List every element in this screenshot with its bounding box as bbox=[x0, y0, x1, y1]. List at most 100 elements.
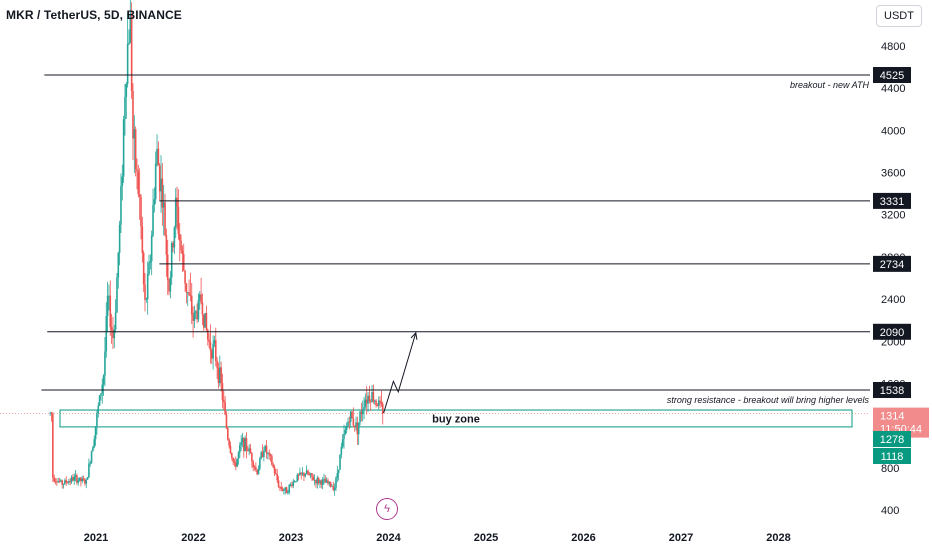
candle bbox=[176, 197, 178, 207]
buy-zone-top-tag bbox=[873, 431, 911, 447]
candle bbox=[216, 360, 218, 368]
candle bbox=[49, 412, 51, 414]
candle bbox=[240, 442, 242, 446]
candle bbox=[197, 299, 200, 320]
candle bbox=[316, 477, 319, 484]
level-tag-text: 1538 bbox=[880, 385, 904, 397]
buy-zone-label: buy zone bbox=[432, 413, 480, 425]
candle bbox=[120, 186, 122, 225]
candle bbox=[217, 367, 220, 384]
candle bbox=[268, 452, 271, 455]
candle bbox=[54, 481, 57, 483]
candle bbox=[144, 284, 146, 300]
candle bbox=[292, 481, 295, 487]
candle bbox=[365, 399, 368, 404]
candle bbox=[321, 479, 324, 485]
level-tag-2734 bbox=[873, 255, 911, 272]
candle bbox=[94, 426, 97, 440]
candle bbox=[113, 329, 116, 339]
candle bbox=[295, 481, 297, 483]
projection-path bbox=[383, 332, 417, 414]
candle bbox=[275, 473, 277, 475]
candle bbox=[192, 314, 194, 321]
candle bbox=[344, 429, 347, 434]
candle bbox=[264, 445, 267, 451]
candle bbox=[53, 477, 55, 482]
candle bbox=[142, 252, 145, 285]
candle bbox=[331, 486, 333, 488]
candle bbox=[247, 450, 249, 452]
lightning-icon[interactable]: ϟ bbox=[376, 498, 398, 520]
candle bbox=[89, 462, 92, 464]
y-tick-label: 400 bbox=[881, 505, 899, 517]
candle bbox=[272, 464, 275, 468]
candle bbox=[297, 474, 300, 476]
candle bbox=[231, 452, 233, 458]
candle bbox=[74, 475, 77, 477]
candle bbox=[174, 197, 177, 228]
candle bbox=[104, 351, 106, 376]
candle bbox=[253, 466, 256, 468]
candle bbox=[212, 343, 214, 359]
level-tag-2090 bbox=[873, 323, 911, 340]
candle bbox=[221, 383, 224, 400]
level-tag-4525 bbox=[873, 67, 911, 83]
candle bbox=[213, 340, 216, 344]
candle bbox=[224, 402, 226, 415]
candle bbox=[200, 294, 202, 303]
candle bbox=[291, 484, 293, 487]
candle bbox=[220, 367, 222, 384]
candle bbox=[93, 439, 96, 448]
candle bbox=[356, 422, 359, 435]
level-tag-text: 4525 bbox=[880, 70, 904, 82]
currency-button[interactable]: USDT bbox=[876, 5, 922, 27]
candle bbox=[206, 329, 209, 340]
candle bbox=[368, 395, 371, 401]
candle bbox=[269, 454, 272, 457]
candle bbox=[156, 148, 158, 164]
candle bbox=[73, 476, 76, 481]
candle bbox=[375, 400, 377, 406]
candle bbox=[98, 395, 101, 406]
candle bbox=[181, 250, 184, 254]
candle bbox=[165, 235, 168, 255]
candle bbox=[251, 453, 253, 462]
candle bbox=[145, 299, 148, 300]
candle bbox=[133, 129, 136, 139]
candle bbox=[184, 270, 186, 284]
candle bbox=[300, 472, 303, 474]
candle bbox=[279, 486, 281, 488]
x-tick-label: 2027 bbox=[669, 532, 693, 544]
x-tick-label: 2026 bbox=[571, 532, 595, 544]
candle bbox=[248, 448, 250, 452]
candle bbox=[92, 447, 94, 452]
candle bbox=[343, 433, 345, 440]
candle bbox=[162, 202, 165, 208]
level-tag-text: 2734 bbox=[880, 259, 904, 271]
candle bbox=[65, 480, 68, 483]
candle bbox=[327, 480, 329, 484]
candle bbox=[190, 295, 193, 315]
candle bbox=[357, 422, 360, 435]
buy-zone-bottom-tag-text: 1118 bbox=[881, 451, 904, 463]
candle bbox=[90, 451, 93, 463]
candle bbox=[377, 400, 380, 406]
candle bbox=[121, 176, 124, 187]
candle bbox=[80, 477, 82, 482]
candle bbox=[304, 474, 307, 477]
candle bbox=[205, 313, 208, 330]
candle bbox=[355, 422, 357, 427]
candle bbox=[328, 482, 331, 484]
projection-arrow-head bbox=[410, 331, 418, 340]
candle bbox=[96, 413, 98, 427]
candle bbox=[180, 240, 182, 251]
candle bbox=[152, 204, 154, 236]
candle bbox=[261, 452, 264, 458]
candle bbox=[68, 481, 70, 483]
candle bbox=[182, 253, 185, 271]
candle bbox=[305, 470, 308, 475]
candle bbox=[345, 425, 348, 430]
candle bbox=[62, 483, 65, 485]
